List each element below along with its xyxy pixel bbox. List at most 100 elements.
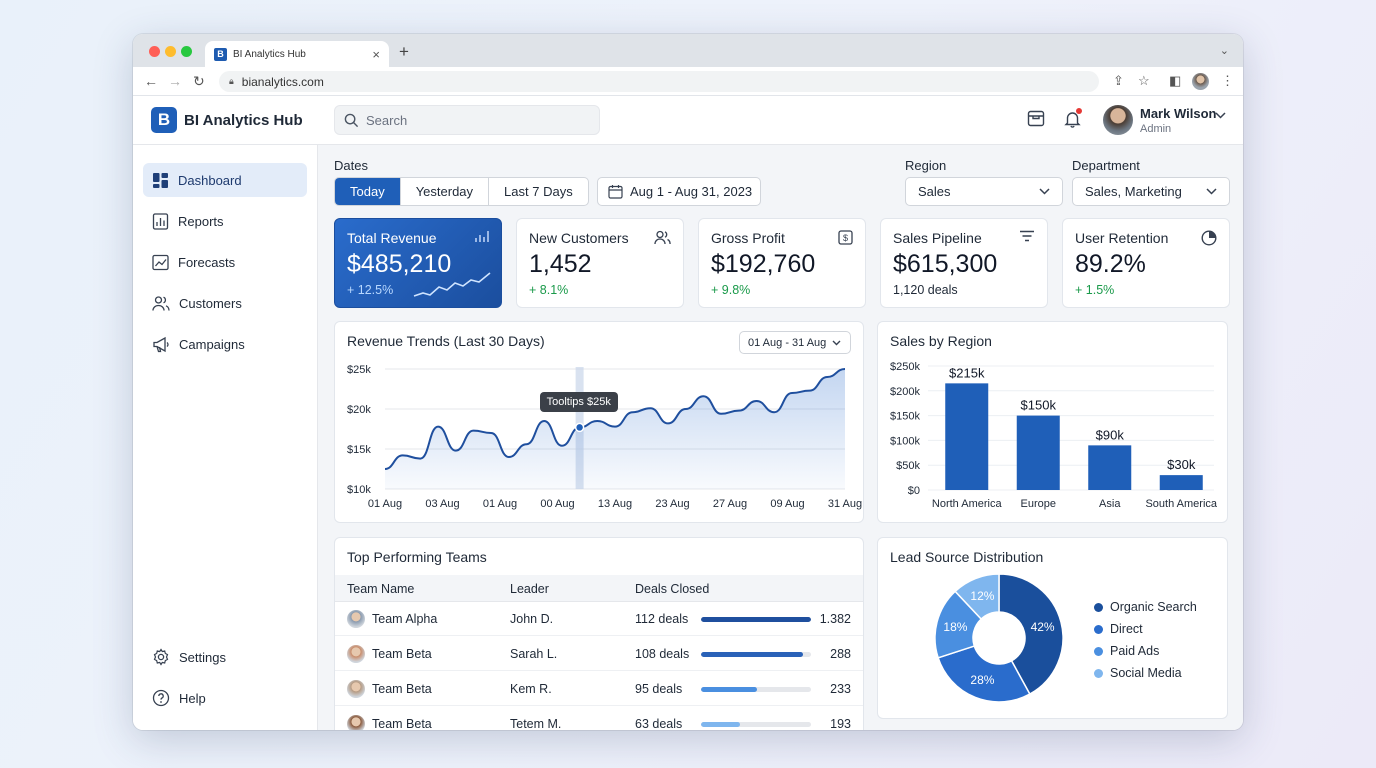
- reload-icon[interactable]: ↻: [193, 73, 205, 89]
- department-label: Department: [1072, 158, 1140, 173]
- date-range-picker[interactable]: Aug 1 - Aug 31, 2023: [597, 177, 761, 206]
- kpi-user-retention[interactable]: User Retention 89.2% + 1.5%: [1062, 218, 1230, 308]
- search-icon: [344, 113, 359, 127]
- deals-cell: 112 deals: [635, 612, 689, 626]
- sidebar: Dashboard Reports Forecasts Customers Ca…: [133, 145, 318, 730]
- kpi-gross-profit[interactable]: Gross Profit $192,760 + 9.8% $: [698, 218, 866, 308]
- revenue-trends-card: Revenue Trends (Last 30 Days) 01 Aug - 3…: [334, 321, 864, 523]
- revenue-range-select[interactable]: 01 Aug - 31 Aug: [739, 331, 851, 354]
- sidebar-item-label: Settings: [179, 649, 226, 665]
- sidebar-item-label: Reports: [178, 213, 224, 229]
- notification-bell-icon[interactable]: [1064, 110, 1081, 128]
- sidebar-item-settings[interactable]: Settings: [143, 640, 307, 674]
- slice-label: 12%: [970, 589, 994, 603]
- department-select[interactable]: Sales, Marketing: [1072, 177, 1230, 206]
- lead-source-donut-chart: 42% 28% 18% 12%: [934, 573, 1064, 703]
- tab-list-chevron-icon[interactable]: ⌄: [1219, 45, 1229, 57]
- app-name: BI Analytics Hub: [184, 112, 303, 129]
- table-row[interactable]: Team Beta Tetem M. 63 deals 193: [335, 707, 863, 730]
- region-label: Region: [905, 158, 947, 173]
- notification-badge: [1076, 108, 1082, 114]
- slice-label: 42%: [1031, 620, 1055, 634]
- new-tab-icon[interactable]: +: [399, 42, 409, 61]
- revenue-sparkline: [413, 272, 491, 297]
- y-tick-label: $150k: [890, 411, 920, 423]
- deals-progress-bar: [701, 687, 811, 692]
- maximize-window-button[interactable]: [181, 46, 192, 57]
- trend-line: [384, 368, 846, 470]
- kpi-total-revenue[interactable]: Total Revenue $485,210 + 12.5%: [334, 218, 502, 308]
- deals-value-cell: 233: [830, 682, 851, 696]
- user-menu-chevron-icon[interactable]: [1215, 112, 1226, 119]
- x-tick-label: 00 Aug: [540, 498, 574, 510]
- legend-item: Social Media: [1094, 666, 1182, 680]
- user-name[interactable]: Mark Wilson: [1140, 106, 1217, 121]
- pie-icon: [1201, 230, 1217, 246]
- sidebar-item-campaigns[interactable]: Campaigns: [143, 327, 307, 361]
- y-tick-label: $200k: [890, 386, 920, 398]
- highlight-point: [574, 422, 585, 433]
- browser-tab[interactable]: B BI Analytics Hub ×: [205, 41, 389, 67]
- kpi-value: 89.2%: [1075, 250, 1146, 278]
- table-row[interactable]: Team Beta Kem R. 95 deals 233: [335, 672, 863, 706]
- slice-direct: [937, 645, 1031, 703]
- card-title: Sales by Region: [890, 333, 992, 349]
- user-avatar[interactable]: [1103, 105, 1133, 135]
- y-tick-label: $50k: [896, 460, 920, 472]
- forward-icon[interactable]: →: [168, 73, 182, 89]
- team-name-cell: Team Beta: [372, 682, 432, 696]
- date-segmented-control: Today Yesterday Last 7 Days: [334, 177, 589, 206]
- browser-menu-icon[interactable]: ⋮: [1221, 73, 1234, 88]
- card-title: Top Performing Teams: [347, 549, 487, 565]
- browser-profile-avatar[interactable]: [1192, 73, 1209, 90]
- sidebar-item-reports[interactable]: Reports: [143, 204, 307, 238]
- kpi-value: $485,210: [347, 250, 452, 278]
- sidebar-item-forecasts[interactable]: Forecasts: [143, 245, 307, 279]
- department-value: Sales, Marketing: [1085, 184, 1182, 199]
- kpi-sales-pipeline[interactable]: Sales Pipeline $615,300 1,120 deals: [880, 218, 1048, 308]
- date-option-today[interactable]: Today: [335, 178, 401, 205]
- sidebar-item-dashboard[interactable]: Dashboard: [143, 163, 307, 197]
- legend-label: Paid Ads: [1110, 644, 1160, 658]
- close-tab-icon[interactable]: ×: [372, 46, 380, 62]
- deals-value-cell: 288: [830, 647, 851, 661]
- region-select[interactable]: Sales: [905, 177, 1063, 206]
- kpi-value: 1,452: [529, 250, 592, 278]
- back-icon[interactable]: ←: [144, 73, 158, 89]
- bar-chart-icon: [475, 231, 489, 242]
- x-tick-label: 23 Aug: [655, 498, 689, 510]
- chevron-down-icon: [1039, 188, 1050, 195]
- leader-cell: Sarah L.: [510, 647, 558, 661]
- kpi-subtext: 1,120 deals: [893, 283, 958, 297]
- sidebar-item-help[interactable]: Help: [143, 681, 307, 715]
- sidebar-item-customers[interactable]: Customers: [143, 286, 307, 320]
- url-text: bianalytics.com: [241, 74, 324, 89]
- close-window-button[interactable]: [149, 46, 160, 57]
- share-icon[interactable]: ⇪: [1113, 73, 1124, 88]
- calendar-icon: [608, 185, 623, 199]
- x-category-label: South America: [1145, 498, 1217, 510]
- search-input[interactable]: Search: [334, 105, 600, 135]
- date-option-yesterday[interactable]: Yesterday: [401, 178, 490, 205]
- legend-label: Social Media: [1110, 666, 1182, 680]
- table-row[interactable]: Team Beta Sarah L. 108 deals 288: [335, 637, 863, 671]
- kpi-title: Sales Pipeline: [893, 230, 982, 246]
- y-tick-label: $15k: [347, 444, 371, 456]
- minimize-window-button[interactable]: [165, 46, 176, 57]
- date-option-last-7-days[interactable]: Last 7 Days: [504, 184, 573, 199]
- browser-tab-bar: B BI Analytics Hub × + ⌄: [133, 34, 1243, 67]
- bar-europe: [1016, 415, 1060, 490]
- browser-window: B BI Analytics Hub × + ⌄ ← → ↻ 🔒︎ bianal…: [133, 34, 1243, 730]
- kpi-title: Gross Profit: [711, 230, 785, 246]
- inbox-icon[interactable]: [1027, 110, 1045, 127]
- url-field[interactable]: 🔒︎ bianalytics.com: [219, 71, 1099, 92]
- sidebar-item-label: Customers: [179, 295, 242, 311]
- deals-cell: 108 deals: [635, 647, 690, 661]
- bookmark-star-icon[interactable]: ☆: [1138, 73, 1150, 88]
- bar-asia: [1088, 445, 1132, 490]
- side-panel-icon[interactable]: ◧: [1169, 73, 1182, 88]
- region-value: Sales: [918, 184, 951, 199]
- kpi-new-customers[interactable]: New Customers 1,452 + 8.1%: [516, 218, 684, 308]
- address-bar-row: ← → ↻ 🔒︎ bianalytics.com ⇪ ☆ ◧ ⋮: [133, 67, 1243, 96]
- table-row[interactable]: Team Alpha John D. 112 deals 1.382: [335, 602, 863, 636]
